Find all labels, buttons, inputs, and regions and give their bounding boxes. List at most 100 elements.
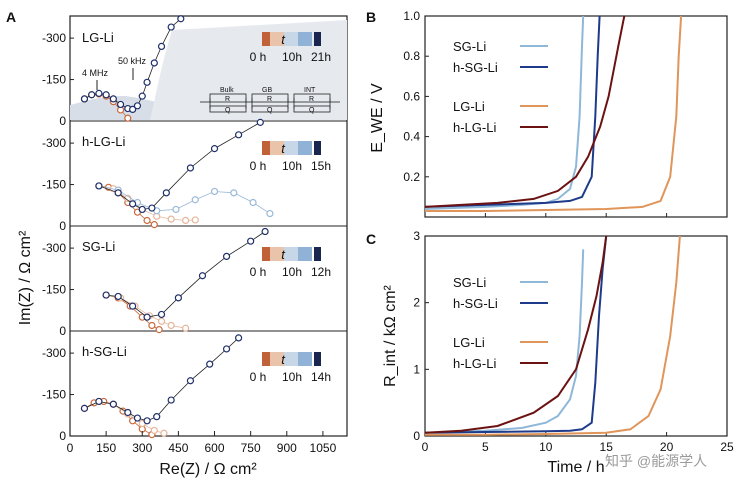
nyquist-point <box>222 252 231 260</box>
nyquist-point <box>150 426 158 435</box>
panel-a-y-tick-label: 0 <box>59 114 66 128</box>
panel-c-legend-label: h-LG-Li <box>453 356 496 371</box>
panel-b-y-tick-label: 0.2 <box>403 170 420 184</box>
panel-label-a: A <box>6 9 16 25</box>
nyquist-point <box>114 292 122 301</box>
nyquist-point <box>186 164 195 172</box>
nyquist-point <box>182 324 190 332</box>
timeline-mid-segment <box>284 352 298 366</box>
watermark: 知乎 @能源学人 <box>605 453 707 469</box>
nyquist-point <box>256 118 264 126</box>
nyquist-point <box>167 396 175 404</box>
panel-c-ylabel: R_int / kΩ cm² <box>382 284 399 386</box>
panel-c-y-tick-label: 3 <box>413 229 420 243</box>
nyquist-point <box>167 321 175 330</box>
panel-c-series-lg-li <box>425 235 681 436</box>
panel-b-legend-label: h-SG-Li <box>453 60 498 75</box>
nyquist-point <box>182 216 190 225</box>
panel-c-y-tick-label: 1 <box>413 362 420 376</box>
panel-a-y-tick-label: 0 <box>59 324 66 338</box>
circuit-r-bulk: R <box>225 96 230 103</box>
timeline: t 0 h 10h 15h <box>250 141 331 173</box>
nyquist-point <box>150 221 158 229</box>
panel-label-b: B <box>366 9 376 25</box>
nyquist-point <box>95 182 103 190</box>
timeline-end-segment <box>314 32 321 46</box>
panel-c: 0 1 2 3 0 5 10 15 20 25 SG-Li h-SG-Li LG-Li h-LG-Li… <box>382 229 734 476</box>
panel-b-y-ticks: 0.2 0.4 0.6 0.8 1.0 <box>403 9 429 184</box>
nyquist-point <box>143 78 151 86</box>
timeline-time-0: 0 h <box>250 159 267 173</box>
panel-b-series-h-lg-li <box>424 15 626 208</box>
panel-a-y-tick-label: -150 <box>42 283 66 297</box>
timeline-t-label: t <box>281 141 286 156</box>
nyquist-point <box>143 216 151 225</box>
nyquist-point <box>235 131 243 139</box>
nyquist-point <box>235 334 243 342</box>
timeline-time-0: 0 h <box>250 50 267 64</box>
nyquist-point <box>80 404 89 412</box>
panel-b-series <box>424 15 683 212</box>
nyquist-point <box>191 196 199 204</box>
panel-a-y-tick-label: -300 <box>42 31 66 45</box>
panel-b-legend-label: SG-Li <box>453 39 486 54</box>
circuit-label-gb: GB <box>262 87 272 94</box>
nyquist-point <box>102 291 110 299</box>
nyquist-point <box>138 205 146 214</box>
panel-c-x-tick-label: 5 <box>482 440 489 454</box>
nyquist-point <box>148 204 156 212</box>
timeline-late-segment <box>298 352 312 366</box>
timeline-time-end: 14h <box>311 370 331 384</box>
timeline-time-end: 12h <box>311 265 331 279</box>
panel-b-y-tick-label: 1.0 <box>403 9 420 23</box>
timeline-time-end: 15h <box>311 159 331 173</box>
nyquist-point <box>155 326 163 334</box>
equivalent-circuit <box>200 93 340 113</box>
panel-a-y-tick-label: -150 <box>42 388 66 402</box>
panel-a-x-tick-label: 600 <box>205 441 225 455</box>
timeline-mid-segment <box>284 32 298 46</box>
timeline-time-0: 0 h <box>250 370 267 384</box>
nyquist-point <box>129 302 137 310</box>
panel-a-xlabel: Re(Z) / Ω cm² <box>159 461 257 478</box>
nyquist-point <box>133 102 142 110</box>
panel-b-series-sg-li <box>424 15 585 210</box>
panel-c-y-tick-label: 0 <box>413 429 420 443</box>
nyquist-point <box>109 95 117 103</box>
nyquist-point <box>186 377 195 385</box>
nyquist-point <box>210 145 219 153</box>
panel-a-x-tick-label: 300 <box>132 441 152 455</box>
circuit-q-int: Q <box>309 107 315 114</box>
panel-b-ylabel: E_WE / V <box>369 83 386 153</box>
timeline-start-segment <box>262 352 270 366</box>
panel-c-legend: SG-Li h-SG-Li LG-Li h-LG-Li <box>453 275 548 371</box>
nyquist-point <box>174 294 182 302</box>
nyquist-point <box>116 100 125 109</box>
nyquist-point <box>124 114 132 122</box>
nyquist-point <box>266 209 274 218</box>
panel-c-legend-label: LG-Li <box>453 335 485 350</box>
panel-a-x-ticks: 0 150 300 450 600 750 900 1050 <box>67 431 337 455</box>
timeline-late-segment <box>298 32 312 46</box>
nyquist-line <box>98 185 271 214</box>
panel-a-y-tick-label: 0 <box>59 429 66 443</box>
subpanel-title-h-sg-li: h-SG-Li <box>82 344 127 359</box>
timeline-time-0: 0 h <box>250 265 267 279</box>
timeline-end-segment <box>314 141 321 155</box>
panel-a-x-tick-label: 0 <box>67 441 74 455</box>
panel-b-y-tick-label: 0.6 <box>403 89 420 103</box>
nyquist-point <box>88 91 96 99</box>
timeline: t 0 h 10h 12h <box>250 247 331 279</box>
timeline-early-segment <box>270 352 284 366</box>
circuit-label-int: INT <box>304 87 316 94</box>
nyquist-point <box>247 237 255 245</box>
nyquist-point <box>249 198 257 207</box>
panel-a-x-tick-label: 450 <box>168 441 188 455</box>
nyquist-point <box>222 345 231 353</box>
timeline-start-segment <box>262 32 270 46</box>
timeline-mid-segment <box>284 141 298 155</box>
nyquist-point <box>95 397 103 406</box>
panel-b-x-ticks <box>424 213 728 217</box>
timeline-time-end: 21h <box>311 50 331 64</box>
panel-c-x-ticks: 0 5 10 15 20 25 <box>422 432 734 454</box>
